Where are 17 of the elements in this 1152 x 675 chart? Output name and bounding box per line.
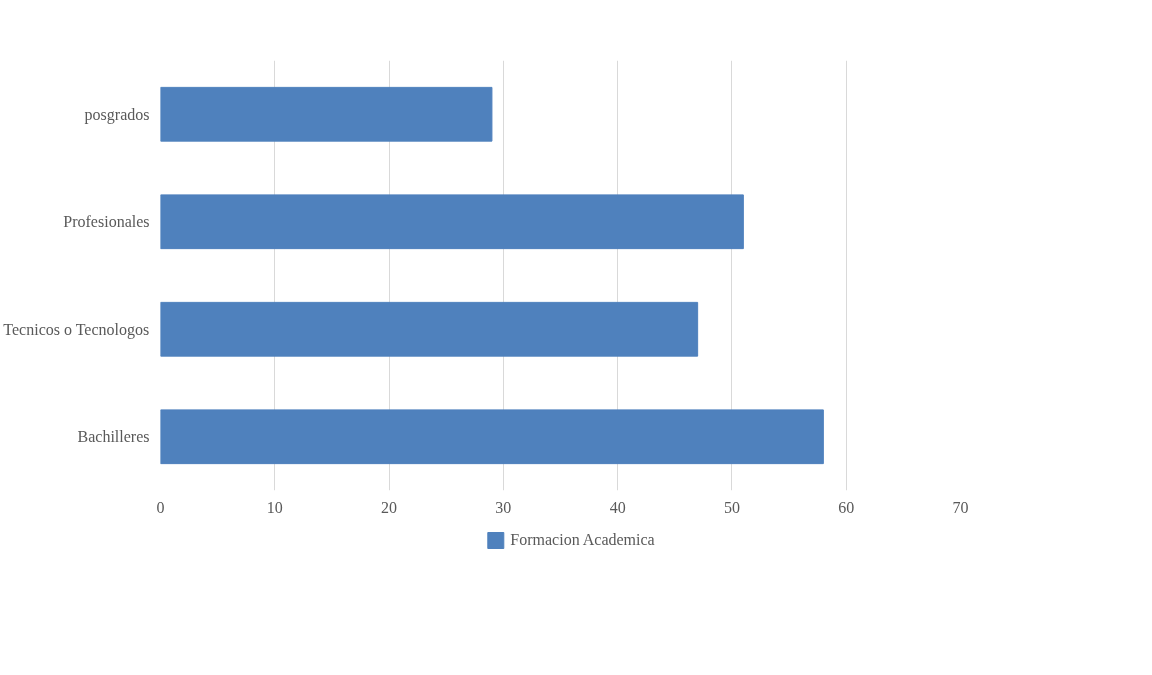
bar (160, 86, 493, 142)
x-tick-label: 40 (609, 498, 626, 516)
y-tick-label: Bachilleres (77, 428, 150, 446)
x-tick-label: 70 (952, 498, 969, 516)
x-tick-label: 10 (266, 498, 283, 516)
x-tick-label: 20 (381, 498, 398, 516)
bar (160, 409, 824, 465)
x-tick-label: 50 (723, 498, 740, 516)
bar (160, 194, 744, 250)
y-tick-label: posgrados (84, 105, 150, 124)
y-tick-label: Tecnicos o Tecnologos (3, 320, 150, 339)
legend-label: Formacion Academica (510, 531, 655, 549)
x-tick-label: 30 (495, 498, 512, 516)
bar (160, 301, 699, 357)
x-tick-label: 60 (838, 498, 855, 516)
x-tick-label: 0 (156, 498, 165, 516)
y-tick-label: Profesionales (63, 213, 150, 231)
